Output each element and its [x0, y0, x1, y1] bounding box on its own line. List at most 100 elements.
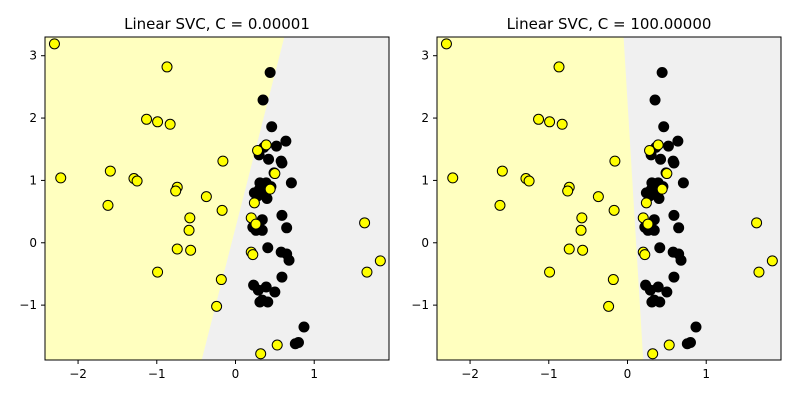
data-point-yellow [55, 172, 67, 184]
data-point-black [658, 121, 670, 133]
data-point-yellow [563, 243, 575, 255]
data-point-black [644, 284, 656, 296]
data-point-black [675, 254, 687, 266]
data-point-yellow [753, 266, 765, 278]
y-tick-label: 2 [29, 111, 37, 125]
data-point-yellow [252, 144, 264, 156]
y-tick-label: 3 [421, 49, 429, 63]
x-tick-label: 1 [310, 367, 318, 381]
axes-frame [436, 36, 782, 361]
data-point-black [262, 242, 274, 254]
data-point-black [677, 177, 689, 189]
data-point-yellow [250, 218, 262, 230]
data-point-black [270, 140, 282, 152]
y-tick-label: 0 [421, 236, 429, 250]
data-point-yellow [211, 300, 223, 312]
data-point-yellow [575, 224, 587, 236]
x-tick-label: −2 [461, 367, 479, 381]
data-point-yellow [440, 38, 452, 50]
data-point-yellow [131, 175, 143, 187]
x-tick-label: −1 [540, 367, 558, 381]
data-point-yellow [269, 168, 281, 180]
data-point-black [656, 67, 668, 79]
data-point-yellow [663, 339, 675, 351]
data-point-yellow [661, 168, 673, 180]
data-point-yellow [766, 255, 778, 267]
data-point-yellow [183, 224, 195, 236]
data-point-yellow [544, 266, 556, 278]
axes-frame [44, 36, 390, 361]
data-point-black [257, 94, 269, 106]
data-point-yellow [592, 191, 604, 203]
decision-region-left [45, 37, 285, 360]
x-tick-label: 0 [624, 367, 632, 381]
y-tick-label: 0 [29, 236, 37, 250]
data-point-black [653, 193, 665, 204]
data-point-yellow [200, 191, 212, 203]
data-point-yellow [607, 274, 619, 286]
x-tick-label: −1 [148, 367, 166, 381]
data-point-yellow [608, 204, 620, 216]
data-point-yellow [216, 204, 228, 216]
data-point-black [655, 153, 667, 165]
data-point-black [285, 177, 297, 189]
data-point-yellow [255, 348, 267, 360]
data-point-black [690, 321, 702, 333]
decision-region-left [437, 37, 644, 360]
data-point-black [283, 254, 295, 266]
data-point-yellow [161, 61, 173, 73]
data-point-black [668, 209, 680, 221]
data-point-yellow [171, 243, 183, 255]
y-tick-label: 2 [421, 111, 429, 125]
data-point-yellow [185, 244, 197, 256]
x-tick-label: −2 [69, 367, 87, 381]
data-point-yellow [642, 218, 654, 230]
subplot-left: Linear SVC, C = 0.00001 −2 −1 0 1 −1 0 1 2 3 [19, 15, 390, 381]
data-point-yellow [152, 116, 164, 128]
data-point-yellow [639, 249, 651, 261]
data-point-yellow [359, 217, 371, 229]
data-point-yellow [576, 212, 588, 224]
data-point-black [276, 209, 288, 221]
data-point-black [262, 296, 274, 308]
data-point-yellow [374, 255, 386, 267]
x-tick-label: 1 [702, 367, 710, 381]
data-point-yellow [533, 113, 545, 125]
data-point-yellow [603, 300, 615, 312]
data-point-black [654, 242, 666, 254]
chart-title: Linear SVC, C = 100.00000 [507, 15, 712, 33]
data-point-yellow [215, 274, 227, 286]
data-point-yellow [264, 183, 276, 195]
x-tick-label: 0 [232, 367, 240, 381]
data-point-black [281, 222, 293, 234]
data-point-yellow [247, 249, 259, 261]
data-point-black [280, 135, 292, 147]
data-point-yellow [141, 113, 153, 125]
data-point-yellow [647, 348, 659, 360]
data-point-yellow [104, 165, 116, 177]
data-point-yellow [170, 185, 182, 197]
data-point-black [681, 338, 693, 350]
data-point-yellow [217, 155, 229, 167]
data-point-black [266, 121, 278, 133]
data-point-black [264, 67, 276, 79]
data-point-yellow [248, 197, 260, 209]
data-point-yellow [652, 139, 664, 151]
data-point-black [668, 157, 680, 169]
data-point-yellow [447, 172, 459, 184]
chart-title: Linear SVC, C = 0.00001 [124, 15, 310, 33]
data-point-yellow [556, 118, 568, 130]
data-point-yellow [494, 199, 506, 211]
data-point-black [289, 338, 301, 350]
data-point-black [252, 284, 264, 296]
data-point-yellow [644, 144, 656, 156]
subplot-right: Linear SVC, C = 100.00000 −2 −1 0 1 −1 0 1 2 3 [411, 15, 782, 381]
plot-content [437, 37, 781, 360]
data-point-yellow [656, 183, 668, 195]
y-tick-label: −1 [19, 298, 37, 312]
data-point-yellow [496, 165, 508, 177]
data-point-black [661, 286, 673, 298]
data-point-black [668, 271, 680, 283]
data-point-yellow [152, 266, 164, 278]
